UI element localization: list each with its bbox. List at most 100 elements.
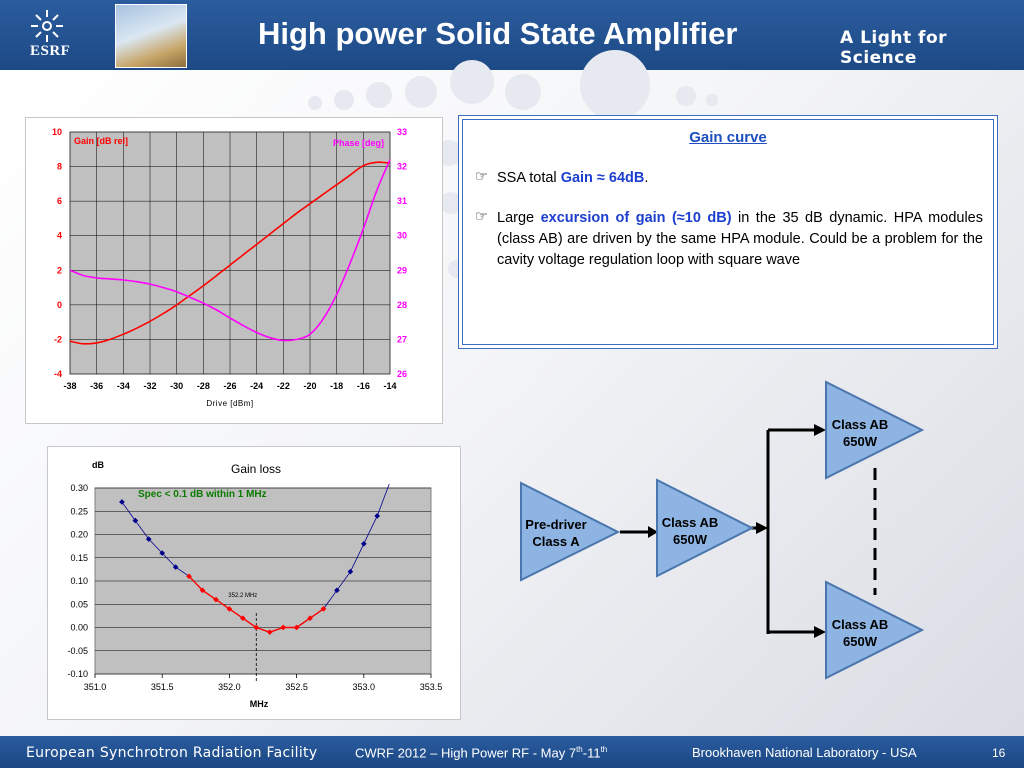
x-tick-label: 353.5 [420,682,443,692]
y-axis-label: dB [92,460,104,470]
y-left-tick-label: 10 [52,127,62,137]
y-tick-label: -0.05 [67,646,88,656]
data-point [293,624,300,631]
tagline: A Light for Science [840,28,948,68]
gain-phase-chart-svg: -38 -36 -34 -32 -30 -28 -26 -24 -22 -20 -18 -16 -14-… [52,127,407,408]
gain-loss-chart-svg: -0.10 -0.05 0.00 0.05 0.10 0.15 0.20 0.25 0.30 35… [67,460,443,709]
y-left-tick-label: 4 [57,231,62,241]
x-tick-label: -16 [357,381,370,391]
x-tick-label: -14 [383,381,396,391]
data-point [199,587,206,594]
y-left-tick-label: 8 [57,162,62,172]
data-point [226,606,233,612]
footer-location: Brookhaven National Laboratory - USA [692,745,917,760]
x-tick-label: -22 [277,381,290,391]
x-tick-label: -18 [330,381,343,391]
x-tick-label: -26 [223,381,236,391]
y-right-tick-label: 27 [397,334,407,344]
header-photo [115,4,187,68]
y-right-tick-label: 33 [397,127,407,137]
y-left-tick-label: -2 [54,334,62,344]
y-right-tick-label: 29 [397,265,407,275]
top-amp-label-line2: 650W [843,434,878,449]
x-tick-label: -28 [197,381,210,391]
y-tick-label: 0.05 [70,599,88,609]
phase-series-line [69,159,391,342]
x-tick-label: 352.0 [218,682,241,692]
driver-label-line1: Class AB [662,515,719,530]
bullet-gain-excursion: Large excursion of gain (≈10 dB) in the … [497,208,983,271]
esrf-logo-icon [31,10,63,42]
top-amp-label-line1: Class AB [832,417,889,432]
y-right-tick-label: 26 [397,369,407,379]
y-tick-label: 0.20 [70,530,88,540]
y-tick-label: 0.00 [70,623,88,633]
x-axis-label: MHz [250,699,269,709]
x-tick-label: 351.0 [84,682,107,692]
y-tick-label: -0.10 [67,669,88,679]
x-tick-label: 352.5 [285,682,308,692]
y-left-tick-label: -4 [54,369,62,379]
x-tick-label: -36 [90,381,103,391]
driver-label-line2: 650W [673,532,708,547]
y-tick-label: 0.30 [70,483,88,493]
y-tick-label: 0.25 [70,506,88,516]
x-tick-label: -20 [303,381,316,391]
predriver-label-line1: Pre-driver [525,517,586,532]
header-bar: ESRF High power Solid State Amplifier A … [0,0,1024,70]
y-left-tick-label: 0 [57,300,62,310]
footer-sup2: th [600,745,608,754]
page-number: 16 [992,746,1006,760]
bullet1-highlight: Gain ≈ 64dB [560,170,645,186]
x-tick-label: -38 [63,381,76,391]
bottom-amp-label-line2: 650W [843,634,878,649]
gain-curve-textbox-inner: Gain curve ☞ SSA total Gain ≈ 64dB. ☞ La… [462,119,994,345]
y-right-axis-label: Phase [deg] [333,138,384,148]
footer-conference-mid: -11 [582,745,601,761]
pointing-hand-icon: ☞ [475,169,488,185]
slide-title: High power Solid State Amplifier [258,16,738,51]
x-tick-label: -30 [170,381,183,391]
bullet2-prefix: Large [497,210,541,226]
footer-conference: CWRF 2012 – High Power RF - May 7th-11th [355,745,607,760]
bullet-ssa-gain: SSA total Gain ≈ 64dB. [497,168,983,189]
arrowheads [648,424,826,638]
gain-series-line [69,161,391,345]
x-axis-label: Drive [dBm] [206,399,253,408]
x-tick-label: 353.0 [353,682,376,692]
x-tick-label: -34 [117,381,130,391]
predriver-amplifier: Pre-driver Class A [520,481,621,582]
gain-loss-chart: -0.10 -0.05 0.00 0.05 0.10 0.15 0.20 0.25 0.30 35… [47,446,461,720]
y-right-tick-label: 28 [397,300,407,310]
y-tick-label: 0.15 [70,553,88,563]
footer-organization: European Synchrotron Radiation Facility [26,745,318,761]
y-left-tick-label: 2 [57,265,62,275]
predriver-label-line2: Class A [532,534,580,549]
footer-bar: European Synchrotron Radiation Facility … [0,736,1024,768]
bullet2-suffix: in the 35 dB dynamic. HPA modules (class… [497,210,983,268]
connection-lines [620,428,816,634]
x-tick-label: -24 [250,381,263,391]
spec-annotation: Spec < 0.1 dB within 1 MHz [138,489,267,500]
gain-phase-chart: -38 -36 -34 -32 -30 -28 -26 -24 -22 -20 -18 -16 -14-… [25,117,443,424]
y-right-tick-label: 32 [397,162,407,172]
chart-title: Gain loss [231,462,281,476]
measured-series-extension [376,483,390,517]
bottom-amp-label-line1: Class AB [832,617,889,632]
output-amplifier-bottom: Class AB 650W [825,580,925,680]
y-tick-label: 0.10 [70,576,88,586]
gain-curve-textbox: Gain curve ☞ SSA total Gain ≈ 64dB. ☞ La… [458,115,998,349]
x-tick-label: 351.5 [151,682,174,692]
amplifier-block-diagram: Pre-driver Class A Class AB 650W Class A… [520,380,925,680]
center-frequency-label: 352.2 MHz [228,593,257,599]
footer-sup1: th [576,745,583,754]
y-right-tick-label: 31 [397,196,407,206]
bullet1-prefix: SSA total [497,170,561,186]
bullet2-highlight: excursion of gain (≈10 dB) [540,210,732,226]
x-tick-label: -32 [143,381,156,391]
driver-amplifier: Class AB 650W [656,478,755,578]
y-left-tick-label: 6 [57,196,62,206]
pointing-hand-icon: ☞ [475,209,488,225]
y-left-axis-label: Gain [dB rel] [74,136,128,146]
esrf-logo-text: ESRF [30,43,71,59]
